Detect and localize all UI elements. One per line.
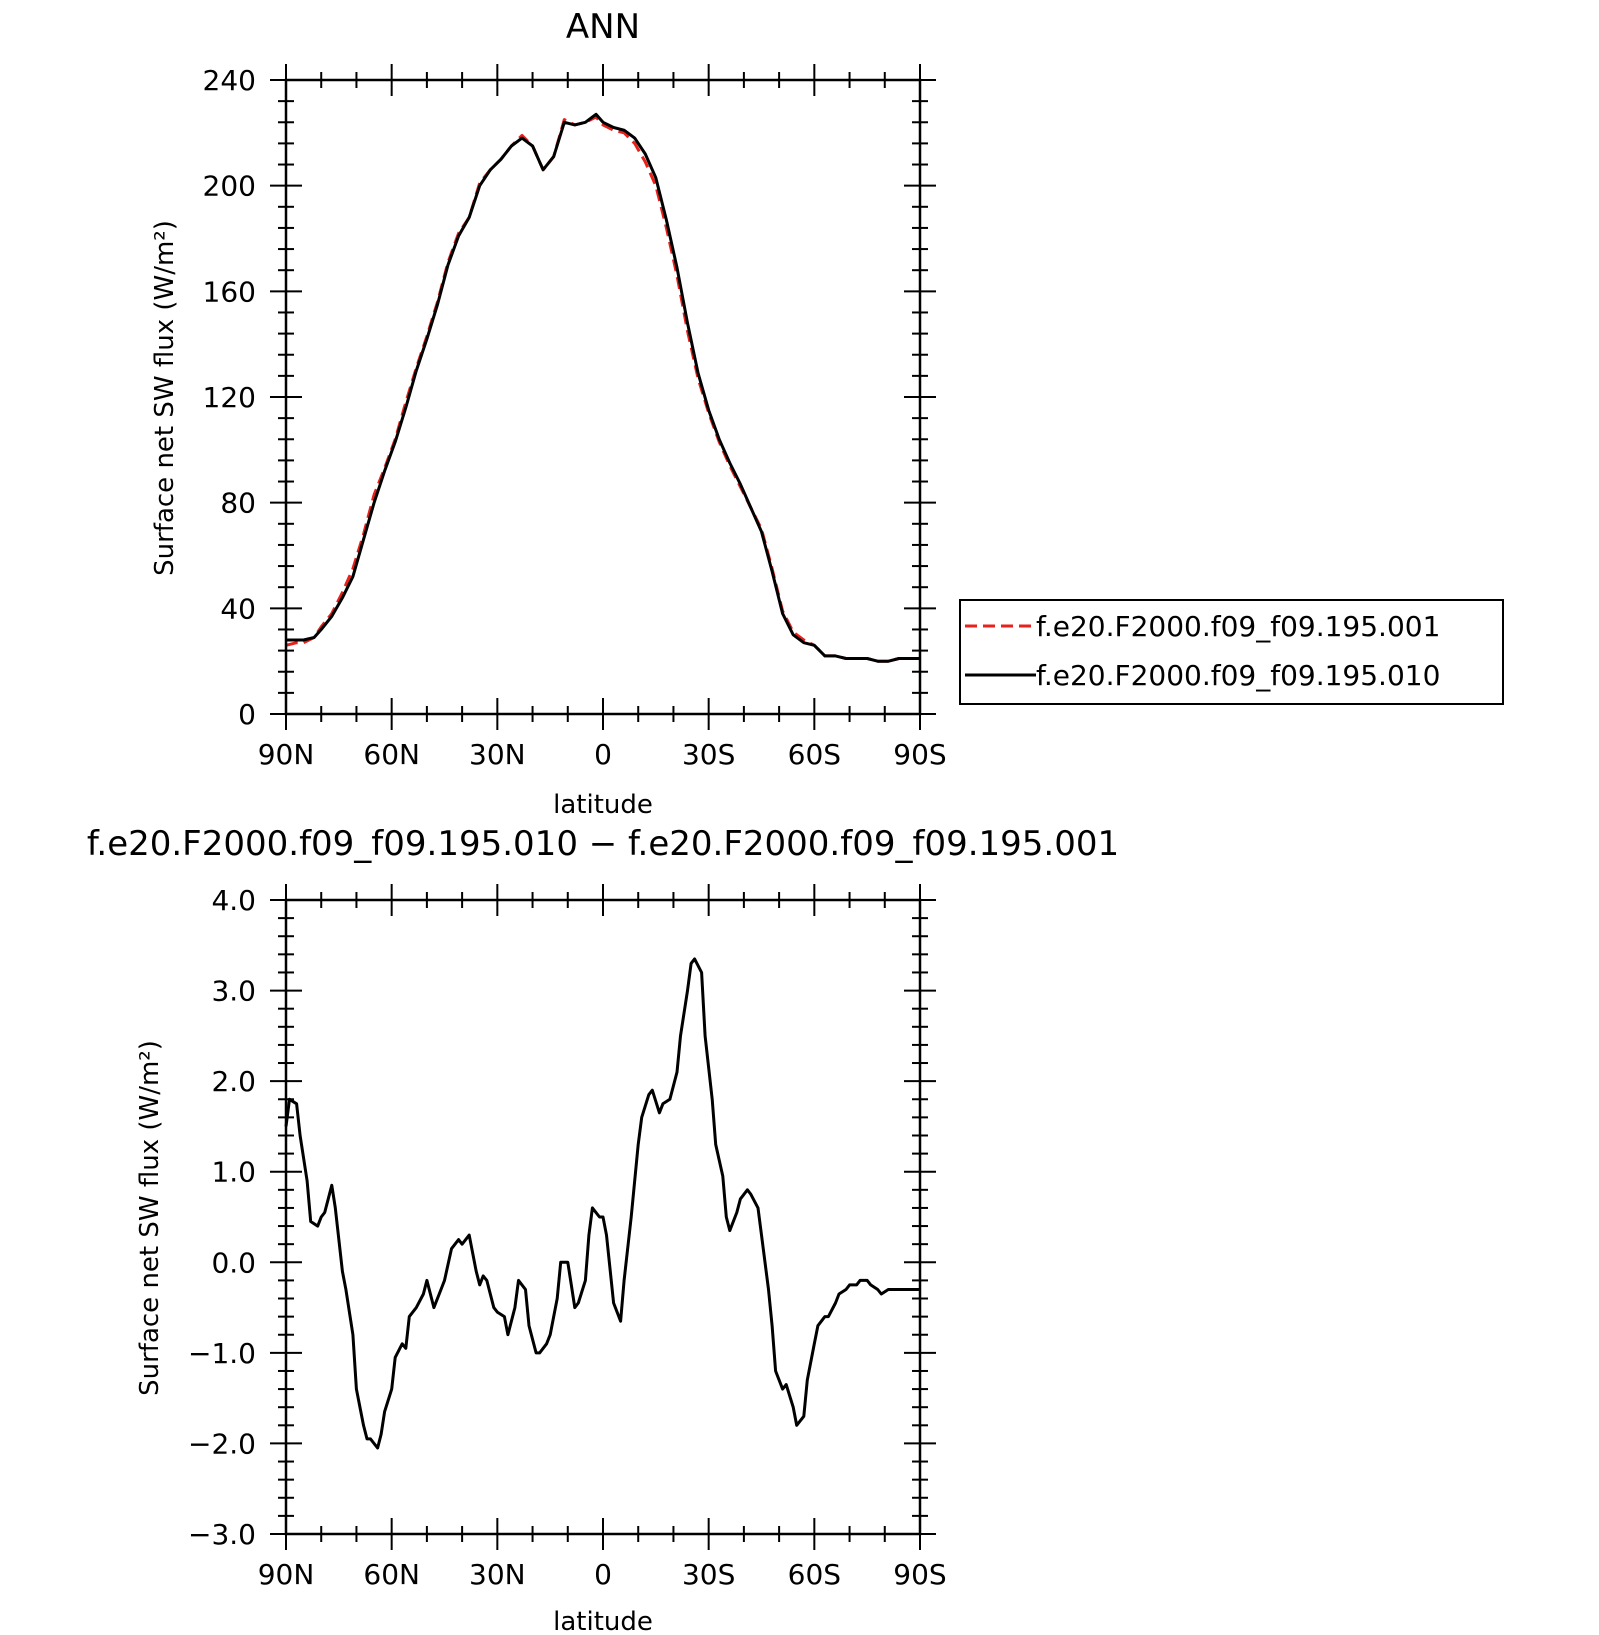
top-chart-title: ANN xyxy=(566,7,640,47)
y-tick-label: −2.0 xyxy=(188,1427,256,1460)
y-tick-label: 4.0 xyxy=(211,884,256,917)
top-chart-panel: ANN latitude Surface net SW flux (W/m²) … xyxy=(150,7,1504,820)
y-tick-label: −3.0 xyxy=(188,1518,256,1551)
series-line-0 xyxy=(284,957,920,1450)
x-tick-label: 60N xyxy=(363,738,420,771)
x-tick-label: 30N xyxy=(469,1558,526,1591)
y-tick-label: 240 xyxy=(203,64,256,97)
top-x-ticks: 90N 60N 30N 0 30S 60S 90S xyxy=(258,64,947,771)
x-tick-label: 90S xyxy=(893,738,946,771)
y-tick-label: −1.0 xyxy=(188,1337,256,1370)
x-tick-label: 30N xyxy=(469,738,526,771)
x-tick-label: 0 xyxy=(594,1558,612,1591)
bottom-x-axis-label: latitude xyxy=(553,1607,653,1635)
top-series-lines xyxy=(285,112,920,663)
x-tick-label: 60N xyxy=(363,1558,420,1591)
series-line-1 xyxy=(286,112,920,663)
x-tick-label: 90S xyxy=(893,1558,946,1591)
bottom-series-lines xyxy=(284,957,920,1450)
top-plot-frame xyxy=(284,78,922,716)
y-tick-label: 120 xyxy=(203,381,256,414)
x-tick-label: 60S xyxy=(788,1558,841,1591)
top-x-axis-label: latitude xyxy=(553,790,653,820)
legend: f.e20.F2000.f09_f09.195.001 f.e20.F2000.… xyxy=(959,599,1504,705)
x-tick-label: 0 xyxy=(594,738,612,771)
x-tick-label: 60S xyxy=(788,738,841,771)
bottom-chart-title: f.e20.F2000.f09_f09.195.010 − f.e20.F200… xyxy=(87,824,1119,864)
bottom-chart-panel: f.e20.F2000.f09_f09.195.010 − f.e20.F200… xyxy=(87,824,1119,1635)
bottom-y-axis-label: Surface net SW flux (W/m²) xyxy=(135,1040,165,1396)
y-tick-label: 2.0 xyxy=(211,1065,256,1098)
y-tick-label: 80 xyxy=(220,487,256,520)
top-y-ticks: 0 40 80 120 160 200 240 xyxy=(203,64,936,731)
bottom-y-ticks: −3.0 −2.0 −1.0 0.0 1.0 2.0 3.0 4.0 xyxy=(188,884,936,1551)
series-line-0 xyxy=(285,115,920,663)
y-tick-label: 3.0 xyxy=(211,975,256,1008)
x-tick-label: 30S xyxy=(682,738,735,771)
x-tick-label: 30S xyxy=(682,1558,735,1591)
y-tick-label: 160 xyxy=(203,275,256,308)
legend-label-001: f.e20.F2000.f09_f09.195.001 xyxy=(1036,610,1440,643)
y-tick-label: 1.0 xyxy=(211,1156,256,1189)
top-y-axis-label: Surface net SW flux (W/m²) xyxy=(150,220,180,576)
y-tick-label: 0.0 xyxy=(211,1246,256,1279)
y-tick-label: 0 xyxy=(238,698,256,731)
x-tick-label: 90N xyxy=(258,1558,315,1591)
bottom-plot-frame xyxy=(284,898,922,1536)
y-tick-label: 200 xyxy=(203,170,256,203)
legend-label-010: f.e20.F2000.f09_f09.195.010 xyxy=(1036,659,1440,692)
y-tick-label: 40 xyxy=(220,592,256,625)
bottom-x-ticks: 90N 60N 30N 0 30S 60S 90S xyxy=(258,884,947,1591)
legend-box xyxy=(959,599,1504,705)
x-tick-label: 90N xyxy=(258,738,315,771)
